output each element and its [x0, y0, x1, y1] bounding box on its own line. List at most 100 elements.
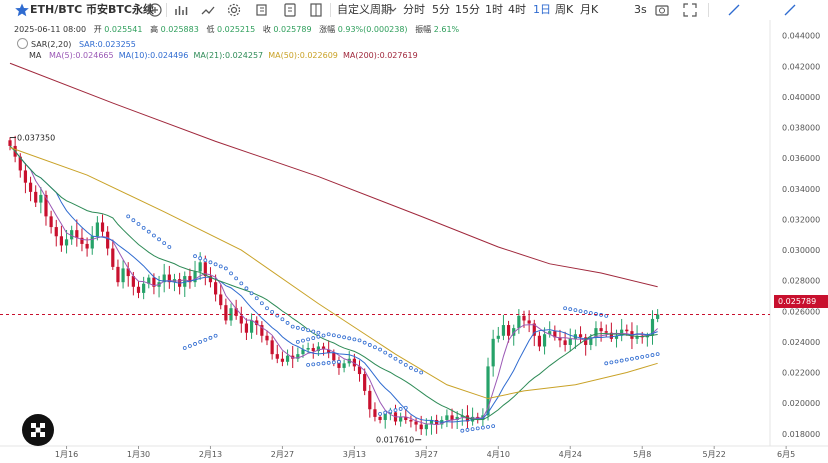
candle-body	[126, 268, 130, 277]
candle-body	[249, 320, 254, 333]
candle-body	[537, 335, 542, 347]
amp-value: 2.61%	[433, 25, 460, 34]
candle-body	[152, 277, 156, 287]
candle-body	[357, 366, 362, 375]
candle-body	[373, 409, 377, 417]
candle-body	[167, 274, 171, 283]
sar-dot	[403, 405, 408, 410]
sar-dot	[409, 366, 413, 370]
interval-8[interactable]: 月K	[580, 3, 599, 16]
candle-body	[471, 416, 475, 422]
sar-dot	[331, 333, 336, 338]
candle-body	[419, 424, 423, 430]
sar-dot	[588, 311, 593, 315]
candle-body	[311, 348, 315, 352]
candle-body	[568, 338, 572, 345]
sar-dot	[321, 333, 326, 338]
chevron-down-icon[interactable]	[387, 2, 399, 18]
y-tick-label: 0.044000	[782, 32, 820, 41]
refresh-label[interactable]: 3s	[634, 3, 647, 16]
sar-dot	[594, 312, 598, 316]
sar-dot	[398, 407, 403, 411]
draw-line-icon[interactable]	[726, 2, 742, 18]
interval-1[interactable]: 分时	[403, 3, 425, 16]
candle-body	[44, 194, 48, 217]
sar-value: SAR:0.023255	[78, 40, 136, 49]
candle-body	[414, 421, 418, 425]
interval-2[interactable]: 5分	[432, 3, 450, 16]
sar-dot	[249, 291, 254, 296]
candle-body	[85, 243, 89, 249]
sar-dot	[414, 368, 418, 373]
sar-dot	[270, 309, 275, 314]
expand-icon[interactable]	[682, 2, 698, 18]
candle-body	[239, 315, 243, 324]
sar-dot	[347, 336, 352, 341]
sar-dot	[619, 358, 624, 363]
candle-body	[13, 145, 17, 157]
sar-dot	[645, 354, 650, 358]
layout-icon[interactable]	[308, 2, 324, 18]
settings-icon[interactable]	[226, 2, 242, 18]
candle-body	[116, 266, 120, 283]
sar-dot	[136, 222, 141, 226]
x-tick-label: 4月10	[487, 450, 510, 459]
x-tick-label: 6月5	[777, 450, 795, 459]
bar-chart-icon[interactable]	[173, 2, 189, 18]
sar-dot	[357, 338, 362, 343]
sar-dot	[609, 360, 614, 365]
y-tick-label: 0.032000	[782, 215, 820, 224]
candle-body	[198, 262, 202, 272]
candle-body	[172, 279, 177, 283]
interval-6-active[interactable]: 1日	[533, 3, 551, 16]
close-value: 0.025789	[273, 25, 312, 34]
candle-body	[517, 315, 521, 329]
interval-7[interactable]: 周K	[555, 3, 574, 16]
candle-body	[100, 222, 105, 232]
low-value: 0.025215	[217, 25, 256, 34]
ma5-value: MA(5):0.024665	[49, 51, 114, 60]
ma21-value: MA(21):0.024257	[193, 51, 264, 60]
candle-body	[316, 346, 320, 352]
candle-body	[481, 415, 485, 420]
candle-body	[224, 305, 228, 321]
separator	[708, 3, 709, 17]
candle-body	[399, 416, 403, 422]
sar-dot	[316, 334, 321, 339]
interval-5[interactable]: 4时	[508, 3, 526, 16]
plus-circle-icon[interactable]	[147, 2, 163, 18]
y-tick-label: 0.034000	[782, 185, 820, 194]
copy-icon[interactable]	[254, 2, 270, 18]
sar-dot	[146, 229, 151, 234]
candle-body	[476, 416, 480, 420]
y-tick-label: 0.042000	[782, 62, 820, 71]
sar-dot	[378, 411, 382, 416]
symbol-title[interactable]: ETH/BTC 币安BTC永续	[30, 3, 154, 16]
camera-icon[interactable]	[654, 2, 670, 18]
candle-body	[630, 331, 634, 339]
star-icon[interactable]	[14, 2, 30, 18]
y-tick-label: 0.030000	[782, 246, 820, 255]
trash-icon[interactable]	[282, 2, 298, 18]
ma5-line	[9, 145, 658, 426]
sar-dot	[301, 327, 305, 331]
x-tick-label: 3月27	[415, 450, 438, 459]
candle-body	[460, 415, 464, 417]
interval-3[interactable]: 15分	[455, 3, 480, 16]
period-menu[interactable]: 自定义周期	[337, 3, 392, 16]
sar-dot	[393, 356, 398, 361]
eye-icon[interactable]	[17, 38, 28, 49]
candles-icon[interactable]	[200, 2, 216, 18]
candle-body	[188, 276, 192, 283]
sar-dot	[491, 424, 496, 428]
candle-body	[106, 231, 110, 249]
candle-body	[486, 366, 490, 416]
candle-body	[64, 239, 69, 246]
ma10-value: MA(10):0.024496	[118, 51, 189, 60]
interval-4[interactable]: 1时	[485, 3, 503, 16]
sar-dot	[198, 339, 203, 344]
candle-body	[409, 419, 413, 422]
candle-body	[54, 227, 58, 237]
ruler-icon[interactable]	[782, 2, 798, 18]
